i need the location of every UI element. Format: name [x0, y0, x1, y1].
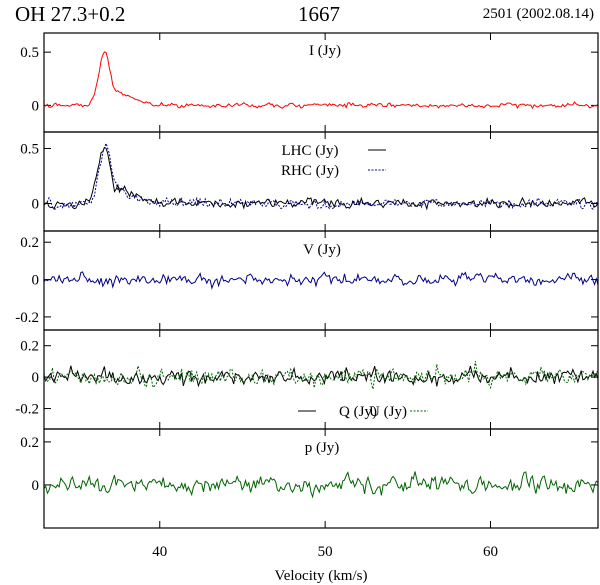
- series-label: U (Jy): [369, 404, 407, 420]
- source-name: OH 27.3+0.2: [15, 2, 126, 26]
- xtick-label: 50: [318, 544, 333, 560]
- ytick-label: 0: [32, 273, 40, 289]
- series-label: p (Jy): [305, 440, 340, 456]
- ytick-label: 0.2: [20, 339, 39, 355]
- epoch-label: 2501 (2002.08.14): [482, 6, 594, 22]
- series-label: LHC (Jy): [281, 143, 338, 159]
- series-line-p-0: [43, 471, 599, 499]
- ytick-label: 0.5: [20, 142, 39, 158]
- frequency-label: 1667: [298, 2, 340, 26]
- ytick-label: 0: [32, 98, 40, 114]
- series-label: V (Jy): [303, 242, 341, 258]
- x-axis-title: Velocity (km/s): [275, 568, 368, 584]
- panel-frame: [43, 329, 599, 430]
- series-label: Q (Jy): [339, 404, 377, 420]
- series-line-I-0: [43, 51, 599, 110]
- ytick-label: 0.2: [20, 235, 39, 251]
- ytick-label: 0.5: [20, 45, 39, 61]
- series-line-LR-1: [43, 141, 599, 211]
- ytick-label: 0.2: [20, 435, 39, 451]
- panel-LR: 0 0.5 LHC (Jy) RHC (Jy): [20, 131, 599, 232]
- panel-V: -0.2 0 0.2 V (Jy): [15, 230, 599, 331]
- panel-p: 0 0.2 p (Jy): [20, 428, 599, 529]
- series-line-V-0: [43, 271, 599, 290]
- ytick-label: -0.2: [15, 310, 39, 326]
- series-label: RHC (Jy): [281, 163, 339, 179]
- panel-QU: -0.2 0 0.2 Q (Jy)U (Jy): [15, 329, 599, 430]
- series-line-LR-0: [43, 146, 599, 211]
- xtick-label: 60: [483, 544, 498, 560]
- series-label: I (Jy): [309, 43, 341, 59]
- series-line-QU-0: [43, 365, 599, 388]
- xtick-label: 40: [152, 544, 167, 560]
- ytick-label: 0: [32, 370, 40, 386]
- ytick-label: 0: [32, 478, 40, 494]
- panel-frame: [43, 428, 599, 529]
- ytick-label: 0: [32, 197, 40, 213]
- panel-I: 0 0.5 I (Jy): [20, 32, 599, 133]
- series-line-QU-1: [43, 361, 599, 390]
- ytick-label: -0.2: [15, 402, 39, 418]
